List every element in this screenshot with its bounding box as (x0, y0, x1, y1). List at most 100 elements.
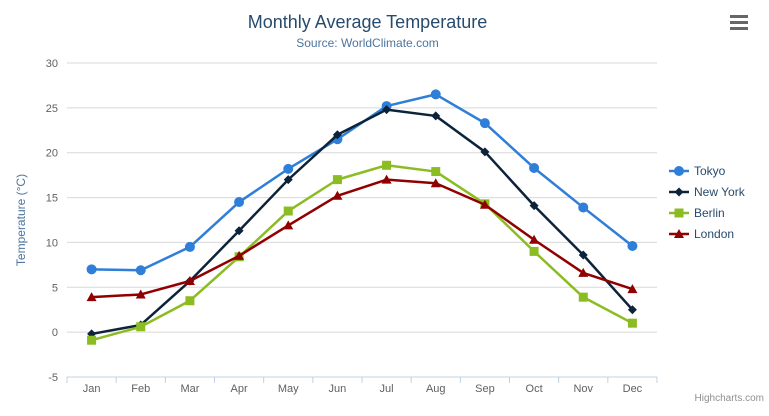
data-point[interactable] (674, 187, 684, 196)
legend-label: Tokyo (694, 163, 726, 178)
series-london[interactable] (86, 174, 638, 302)
export-menu-button[interactable] (730, 15, 748, 31)
diamond-legend-marker-icon (669, 187, 689, 196)
x-axis (66, 376, 658, 383)
data-point[interactable] (578, 202, 589, 213)
series-line (90, 164, 634, 342)
legend-item-new-york[interactable]: New York (668, 181, 745, 202)
data-point[interactable] (135, 289, 146, 299)
y-axis-label: 30 (46, 58, 58, 70)
credits-link[interactable]: Highcharts.com (694, 393, 764, 404)
data-point[interactable] (332, 175, 342, 185)
data-point[interactable] (283, 163, 294, 174)
x-axis-labels: Jan Feb Mar Apr May Jun Jul Aug Sep Oct Nov Dec (83, 383, 643, 395)
data-point[interactable] (382, 160, 392, 170)
y-axis-label: -5 (48, 372, 58, 384)
legend-item-berlin[interactable]: Berlin (668, 202, 745, 223)
series-line (90, 108, 634, 336)
x-axis-label: Mar (180, 383, 199, 395)
legend-item-london[interactable]: London (668, 223, 745, 244)
legend-label: Berlin (694, 205, 725, 220)
x-axis-label: Aug (426, 383, 446, 395)
legend-label: London (694, 226, 735, 241)
y-axis-label: 15 (46, 193, 58, 205)
y-axis-label: 25 (46, 103, 58, 115)
data-point[interactable] (480, 147, 490, 157)
data-point[interactable] (578, 292, 588, 302)
x-axis-label: Dec (623, 383, 643, 395)
x-axis-label: Jun (329, 383, 347, 395)
triangle-legend-marker-icon (669, 228, 689, 238)
data-point[interactable] (479, 118, 490, 129)
data-point[interactable] (283, 220, 294, 230)
data-point[interactable] (381, 174, 392, 184)
legend: Tokyo New York Berlin London (668, 160, 745, 244)
circle-legend-marker-icon (669, 165, 689, 176)
x-axis-label: Apr (231, 383, 248, 395)
legend-label: New York (694, 184, 745, 199)
x-axis-label: Jul (380, 383, 394, 395)
y-axis-label: 10 (46, 237, 58, 249)
x-axis-label: Oct (526, 383, 543, 395)
data-point[interactable] (234, 197, 245, 208)
y-axis-title: Temperature (°C) (14, 174, 28, 266)
data-point[interactable] (431, 167, 441, 177)
data-point[interactable] (87, 335, 97, 345)
x-axis-label: Nov (573, 383, 593, 395)
chart-subtitle: Source: WorldClimate.com (296, 36, 439, 50)
data-point[interactable] (234, 226, 244, 236)
chart-title: Monthly Average Temperature (247, 12, 488, 32)
data-point[interactable] (529, 246, 539, 256)
legend-item-tokyo[interactable]: Tokyo (668, 160, 745, 181)
series-line (90, 178, 634, 299)
data-point[interactable] (627, 284, 638, 294)
y-axis-labels: -5 0 5 10 15 20 25 30 (46, 58, 58, 384)
x-axis-label: Jan (83, 383, 101, 395)
data-point[interactable] (431, 111, 441, 121)
data-point[interactable] (627, 318, 637, 328)
data-point[interactable] (184, 241, 195, 252)
data-point[interactable] (382, 105, 392, 115)
data-point[interactable] (529, 162, 540, 173)
data-point[interactable] (283, 206, 293, 216)
data-point[interactable] (86, 292, 97, 302)
hamburger-bar (730, 15, 748, 18)
y-axis-label: 20 (46, 148, 58, 160)
data-point[interactable] (332, 130, 342, 140)
hamburger-bar (730, 21, 748, 24)
data-point[interactable] (529, 234, 540, 244)
square-legend-marker-icon (669, 208, 689, 217)
x-axis-label: Sep (475, 383, 495, 395)
data-point[interactable] (430, 178, 441, 188)
data-point[interactable] (578, 267, 589, 277)
data-point[interactable] (185, 296, 195, 306)
data-point[interactable] (135, 265, 146, 276)
x-axis-label: May (278, 383, 299, 395)
series-tokyo[interactable] (86, 89, 638, 276)
data-point[interactable] (627, 305, 637, 315)
data-point[interactable] (283, 175, 293, 185)
y-axis-label: 0 (52, 327, 58, 339)
data-point[interactable] (529, 201, 539, 211)
data-point[interactable] (86, 264, 97, 275)
data-point[interactable] (430, 89, 441, 100)
data-point[interactable] (234, 250, 245, 260)
series-new-york[interactable] (87, 105, 637, 339)
data-point[interactable] (674, 165, 684, 176)
hamburger-bar (730, 27, 748, 30)
data-point[interactable] (674, 208, 684, 217)
data-point[interactable] (627, 241, 638, 252)
data-point[interactable] (332, 190, 343, 200)
data-point[interactable] (674, 228, 684, 238)
series-line (90, 93, 634, 272)
gridlines (67, 62, 657, 333)
data-point[interactable] (184, 276, 195, 286)
hamburger-icon (730, 15, 748, 30)
y-axis-label: 5 (52, 282, 58, 294)
x-axis-label: Feb (131, 383, 150, 395)
data-point[interactable] (578, 250, 588, 260)
data-point[interactable] (136, 322, 146, 332)
data-point[interactable] (479, 199, 490, 209)
